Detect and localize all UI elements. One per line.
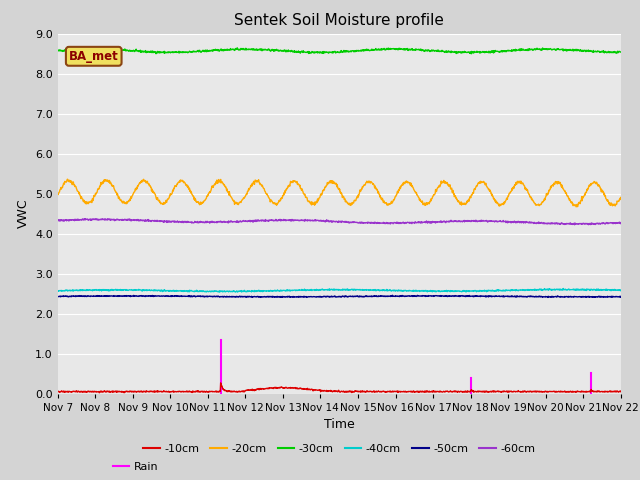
Legend: Rain: Rain [108, 457, 163, 476]
Text: BA_met: BA_met [69, 50, 118, 63]
Title: Sentek Soil Moisture profile: Sentek Soil Moisture profile [234, 13, 444, 28]
X-axis label: Time: Time [324, 418, 355, 431]
Y-axis label: VWC: VWC [17, 199, 29, 228]
